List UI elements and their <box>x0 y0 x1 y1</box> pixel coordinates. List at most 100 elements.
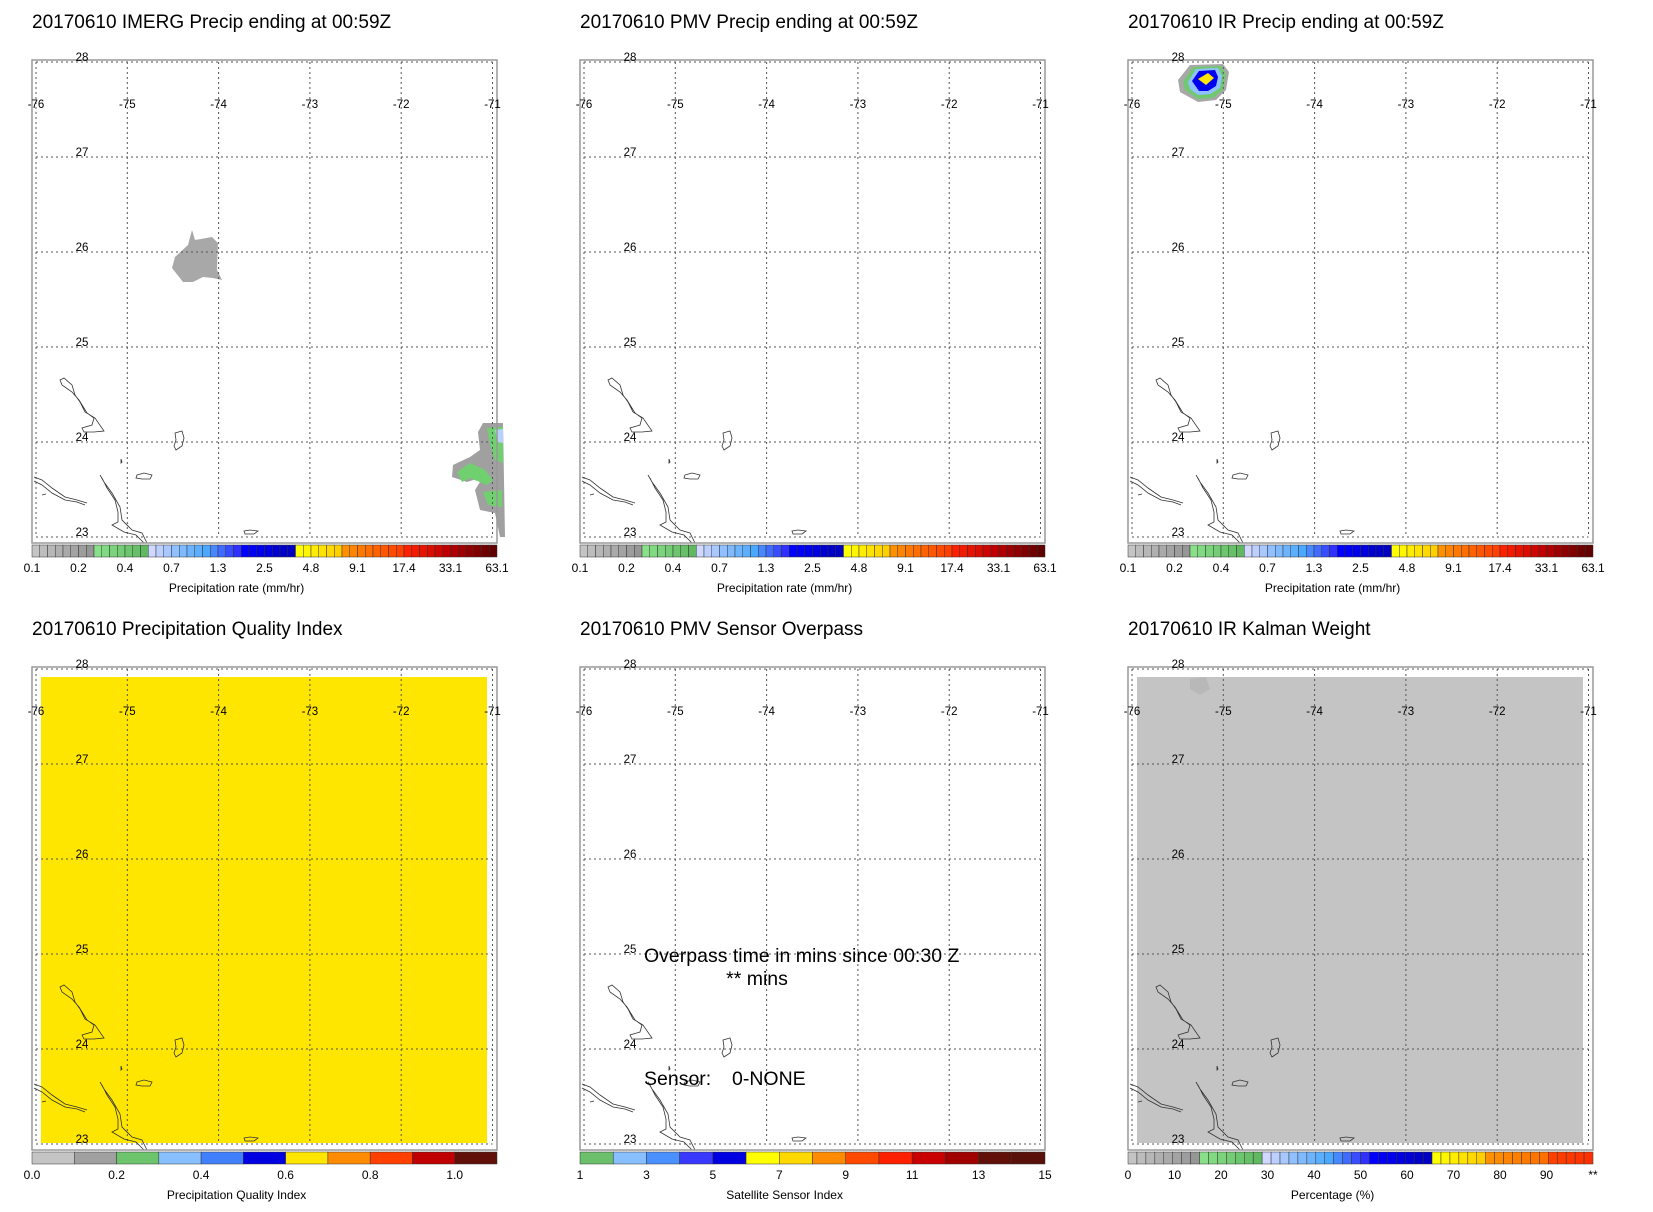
coastline <box>243 1136 260 1142</box>
colorbar-swatch <box>858 544 867 558</box>
colorbar-tick-label: 0.2 <box>70 561 87 575</box>
colorbar-swatch <box>1270 1151 1281 1165</box>
coastline <box>1339 1136 1356 1142</box>
overpass-sensor-value: 0-NONE <box>732 1068 806 1090</box>
colorbar-swatch <box>1461 544 1470 558</box>
latitude-label: 27 <box>1172 147 1185 159</box>
colorbar-swatch <box>703 544 712 558</box>
colorbar-swatch <box>1151 544 1160 558</box>
colorbar-swatch <box>1351 1151 1361 1165</box>
colorbar-swatch <box>851 544 860 558</box>
colorbar-swatch <box>1548 1151 1558 1165</box>
colorbar-swatch <box>202 544 211 558</box>
colorbar-swatch <box>897 544 906 558</box>
data-fill-field <box>1137 677 1583 1143</box>
overpass-line2: ** mins <box>726 968 788 990</box>
longitude-label: -71 <box>1580 99 1597 111</box>
colorbar-tick-label: 11 <box>906 1168 919 1182</box>
colorbar-swatch <box>665 544 674 558</box>
colorbar-swatch <box>1378 1151 1388 1165</box>
colorbar-swatch <box>1574 1151 1585 1165</box>
colorbar-swatch <box>349 544 358 558</box>
latitude-label: 23 <box>1172 527 1185 539</box>
colorbar-swatch <box>241 544 250 558</box>
colorbar: 0.1 0.2 0.4 0.7 1.3 2.5 4.8 9.1 17.4 33.1 63.1 Prec… <box>24 544 509 595</box>
latitude-label: 24 <box>1172 1039 1185 1051</box>
colorbar-swatch <box>978 1151 1013 1165</box>
colorbar-swatch <box>734 544 743 558</box>
colorbar-swatch <box>975 544 984 558</box>
colorbar-swatch <box>882 544 891 558</box>
latitude-label: 28 <box>624 52 637 64</box>
latitude-label: 23 <box>624 527 637 539</box>
colorbar-swatch <box>132 544 141 558</box>
colorbar-swatch <box>781 544 790 558</box>
longitude-label: -74 <box>758 99 775 111</box>
colorbar-swatch <box>1013 544 1022 558</box>
longitude-label: -74 <box>210 99 227 111</box>
colorbar-tick-label: 0.0 <box>24 1168 41 1182</box>
colorbar-swatch <box>62 544 71 558</box>
colorbar-tick-label: 0.4 <box>665 561 682 575</box>
panel-title: 20170610 IR Kalman Weight <box>1128 619 1371 640</box>
colorbar-swatch <box>101 544 110 558</box>
colorbar-swatch <box>369 1151 413 1165</box>
colorbar-swatch <box>1135 544 1144 558</box>
colorbar-swatch <box>117 544 126 558</box>
precip-blob <box>172 230 222 282</box>
panel-title: 20170610 PMV Sensor Overpass <box>580 619 863 640</box>
map-frame <box>31 666 498 1151</box>
colorbar-tick-label: 50 <box>1354 1168 1368 1182</box>
coastline <box>581 476 636 506</box>
colorbar-swatch <box>626 544 635 558</box>
colorbar-swatch <box>1546 544 1555 558</box>
panel-title: 20170610 IR Precip ending at 00:59Z <box>1128 12 1444 33</box>
colorbar-swatch <box>1337 544 1346 558</box>
colorbar-swatch <box>758 544 767 558</box>
longitude-label: -76 <box>28 706 45 718</box>
colorbar-tick-label: 0.1 <box>24 561 41 575</box>
coastline <box>99 474 148 544</box>
coastline <box>668 1065 671 1071</box>
colorbar-swatch <box>233 544 242 558</box>
colorbar-swatch <box>945 1151 979 1165</box>
colorbar-swatch <box>279 544 288 558</box>
colorbar-swatch <box>680 544 689 558</box>
colorbar-swatch <box>679 1151 714 1165</box>
colorbar-swatch <box>1344 544 1353 558</box>
latitude-label: 26 <box>76 242 89 254</box>
colorbar: 0.1 0.2 0.4 0.7 1.3 2.5 4.8 9.1 17.4 33.1 63.1 Prec… <box>1120 544 1605 595</box>
coastline <box>1231 1079 1249 1087</box>
colorbar-swatch <box>1440 1151 1451 1165</box>
map-panel: 20170610 IMERG Precip ending at 00:59Z -7… <box>24 12 509 595</box>
longitude-label: -76 <box>28 99 45 111</box>
colorbar-swatch <box>1476 544 1485 558</box>
colorbar-tick-label: 60 <box>1400 1168 1414 1182</box>
latitude-label: 24 <box>1172 432 1185 444</box>
colorbar-swatch <box>155 544 164 558</box>
colorbar-swatch <box>1190 1151 1200 1165</box>
colorbar-tick-label: ** <box>1588 1168 1598 1182</box>
coastline <box>120 458 123 464</box>
colorbar-tick-label: 1.3 <box>210 561 227 575</box>
colorbar-swatch <box>990 544 999 558</box>
colorbar-swatch <box>365 544 374 558</box>
colorbar-swatch <box>1503 1151 1513 1165</box>
colorbar-swatch <box>1538 544 1547 558</box>
colorbar-swatch <box>959 544 968 558</box>
colorbar-swatch <box>1226 1151 1236 1165</box>
colorbar-tick-label: 7 <box>776 1168 783 1182</box>
colorbar-tick-label: 90 <box>1540 1168 1554 1182</box>
colorbar-swatch <box>1530 544 1539 558</box>
colorbar-swatch <box>1208 1151 1218 1165</box>
colorbar-swatch <box>86 544 95 558</box>
colorbar-tick-label: 70 <box>1447 1168 1461 1182</box>
colorbar-swatch <box>595 544 604 558</box>
colorbar-swatch <box>1554 544 1563 558</box>
longitude-label: -72 <box>941 99 958 111</box>
longitude-label: -74 <box>210 706 227 718</box>
colorbar-swatch <box>326 544 335 558</box>
latitude-label: 25 <box>76 337 89 349</box>
colorbar-swatch <box>1189 544 1198 558</box>
